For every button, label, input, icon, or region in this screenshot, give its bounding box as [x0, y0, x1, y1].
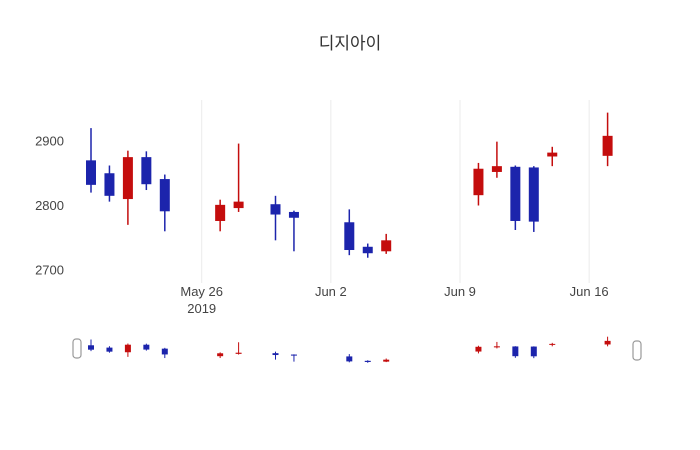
x-tick-label: Jun 2 — [315, 284, 347, 299]
candle-body-up[interactable] — [473, 168, 484, 196]
candle-body-down[interactable] — [104, 173, 115, 196]
candle-body-down[interactable] — [159, 179, 170, 212]
x-tick-label: Jun 16 — [570, 284, 609, 299]
rangeslider-right-handle[interactable] — [632, 340, 642, 361]
mini-candle-body — [530, 346, 537, 357]
candle-body-up[interactable] — [122, 157, 133, 200]
mini-candle-body — [512, 346, 519, 357]
mini-candle-body — [161, 348, 168, 355]
candle-body-down[interactable] — [288, 211, 299, 218]
candle-body-up[interactable] — [602, 135, 613, 156]
candle-body-down[interactable] — [141, 157, 152, 185]
mini-candle-body — [124, 344, 131, 353]
mini-candle-body — [475, 346, 482, 352]
chart-title: 디지아이 — [319, 34, 382, 53]
candle-body-down[interactable] — [86, 160, 96, 185]
y-tick-label: 2700 — [35, 263, 64, 278]
x-tick-label: May 26 — [180, 284, 223, 299]
mini-candle-body — [604, 340, 611, 345]
mini-candle-body — [493, 346, 500, 348]
mini-candle-body — [88, 345, 94, 350]
candle-body-up[interactable] — [233, 201, 244, 209]
mini-candle-body — [106, 347, 113, 352]
mini-candle-body — [235, 352, 242, 354]
candle-body-up[interactable] — [491, 166, 502, 172]
mini-candle-body — [272, 353, 279, 356]
mini-candle-body — [217, 353, 224, 357]
x-tick-label: Jun 9 — [444, 284, 476, 299]
mini-candle-body — [346, 356, 353, 362]
candle-body-down[interactable] — [528, 167, 539, 222]
y-tick-label: 2800 — [35, 198, 64, 213]
mini-candle-body — [383, 359, 390, 362]
rangeslider-left-handle[interactable] — [72, 338, 82, 359]
candle-body-up[interactable] — [381, 240, 392, 252]
candle-body-down[interactable] — [270, 204, 281, 215]
y-tick-label: 2900 — [35, 134, 64, 149]
candle-body-up[interactable] — [215, 204, 226, 221]
candle-body-up[interactable] — [547, 152, 558, 157]
mini-candle-body — [290, 354, 297, 356]
candle-body-down[interactable] — [510, 166, 521, 221]
candle-body-down[interactable] — [362, 246, 373, 254]
mini-candle-body — [549, 343, 556, 345]
mini-candle-body — [143, 344, 150, 350]
mini-candle-body — [364, 360, 371, 362]
x-tick-sublabel: 2019 — [187, 301, 216, 316]
candle-body-down[interactable] — [344, 222, 355, 251]
